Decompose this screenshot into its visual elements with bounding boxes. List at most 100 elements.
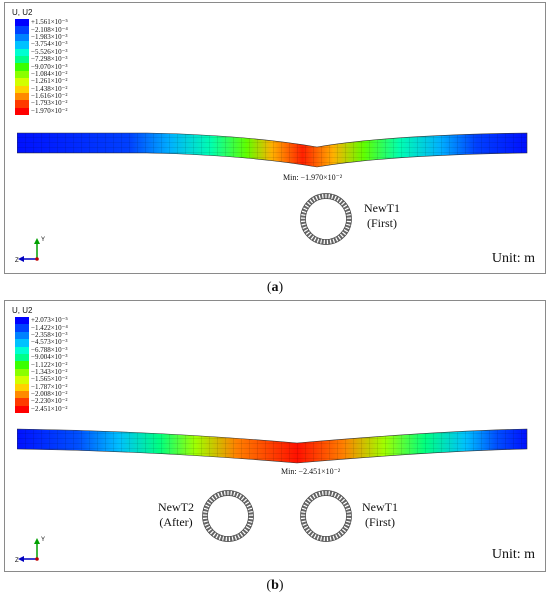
caption-a: (a) <box>266 280 284 295</box>
legend-value: −1.616×10⁻² <box>31 92 68 101</box>
legend-title: U, U2 <box>12 8 33 17</box>
pipe-note: (First) <box>367 216 397 230</box>
min-value-label: Min: −2.451×10⁻² <box>281 467 341 476</box>
legend-swatch <box>15 26 29 34</box>
legend-swatch <box>15 55 29 64</box>
pipe-name: NewT2 <box>158 500 194 514</box>
pipe-label-newt1: NewT1 (First) <box>355 500 405 530</box>
triad-z-label: Z <box>15 258 19 263</box>
contour-panel-a: U, U2 +1.561×10⁻⁵ −2.108×10⁻⁴ −1.983×10⁻³ −… <box>4 2 546 274</box>
tunnel-newt1 <box>300 490 352 542</box>
legend-value: −2.358×10⁻³ <box>31 330 68 339</box>
legend-swatch <box>15 346 29 354</box>
legend-swatch <box>15 353 29 362</box>
legend-swatch <box>15 383 29 391</box>
legend-swatch <box>15 78 29 86</box>
legend-row: −1.565×10⁻² <box>15 375 68 384</box>
legend-value: −9.004×10⁻³ <box>31 353 68 362</box>
legend-row: −2.108×10⁻⁴ <box>15 25 68 34</box>
legend-row: −1.983×10⁻³ <box>15 32 68 42</box>
legend-swatch <box>15 92 29 101</box>
legend-row: −1.438×10⁻² <box>15 84 68 93</box>
legend-row: −1.616×10⁻² <box>15 92 68 101</box>
pipe-note: (First) <box>365 515 395 529</box>
triad-y-label: Y <box>41 237 45 243</box>
pipe-label-newt2: NewT2 (After) <box>151 500 201 530</box>
legend-title: U, U2 <box>12 306 33 315</box>
legend-value: −4.573×10⁻³ <box>31 338 68 347</box>
legend-swatch <box>15 368 29 377</box>
legend-value: −1.422×10⁻⁴ <box>31 323 68 332</box>
legend-value: −5.526×10⁻³ <box>31 47 68 56</box>
pipe-label-newt1: NewT1 (First) <box>357 201 407 231</box>
color-legend: +2.073×10⁻⁵ −1.422×10⁻⁴ −2.358×10⁻³ −4.573×… <box>15 316 68 414</box>
triad-y-label: Y <box>41 537 45 543</box>
legend-swatch <box>15 361 29 369</box>
legend-swatch <box>15 317 29 325</box>
legend-swatch <box>15 33 29 42</box>
legend-value: −1.793×10⁻² <box>31 99 68 108</box>
legend-row: −2.008×10⁻² <box>15 390 68 399</box>
unit-label: Unit: m <box>491 251 535 266</box>
legend-value: −6.788×10⁻³ <box>31 345 68 354</box>
pipe-note: (After) <box>159 515 193 529</box>
legend-row: −1.422×10⁻⁴ <box>15 323 68 332</box>
caption-letter: b <box>271 578 279 593</box>
legend-swatch <box>15 85 29 93</box>
legend-swatch <box>15 70 29 79</box>
tunnel-newt1 <box>300 193 352 245</box>
triad-z-label: Z <box>15 558 19 563</box>
legend-swatch <box>15 405 29 414</box>
caption-b: (b) <box>266 578 284 593</box>
legend-value: −7.298×10⁻³ <box>31 55 68 64</box>
legend-swatch <box>15 331 29 340</box>
legend-row: +2.073×10⁻⁵ <box>15 316 68 325</box>
caption-letter: a <box>271 280 279 295</box>
axis-triad: Y Z <box>15 537 45 563</box>
legend-swatch <box>15 100 29 108</box>
legend-value: −1.565×10⁻² <box>31 375 68 384</box>
legend-swatch <box>15 107 29 116</box>
legend-swatch <box>15 48 29 56</box>
legend-value: −1.122×10⁻² <box>31 360 68 369</box>
legend-value: −1.261×10⁻² <box>31 77 68 86</box>
contour-panel-b: U, U2 +2.073×10⁻⁵ −1.422×10⁻⁴ −2.358×10⁻³ −… <box>4 300 546 572</box>
legend-swatch <box>15 376 29 384</box>
legend-value: −1.787×10⁻² <box>31 382 68 391</box>
legend-row: −6.788×10⁻³ <box>15 345 68 354</box>
legend-row: −5.526×10⁻³ <box>15 47 68 56</box>
deformed-beam <box>17 428 528 464</box>
legend-swatch <box>15 19 29 27</box>
legend-value: −3.754×10⁻³ <box>31 40 68 49</box>
legend-row: −1.084×10⁻² <box>15 70 68 79</box>
legend-value: +2.073×10⁻⁵ <box>31 316 68 325</box>
legend-swatch <box>15 41 29 49</box>
legend-row: +1.561×10⁻⁵ <box>15 18 68 27</box>
legend-row: −1.343×10⁻² <box>15 367 68 377</box>
legend-value: −2.108×10⁻⁴ <box>31 25 68 34</box>
legend-row: −3.754×10⁻³ <box>15 40 68 49</box>
legend-swatch <box>15 339 29 347</box>
legend-swatch <box>15 63 29 71</box>
legend-row: −9.070×10⁻³ <box>15 63 68 71</box>
legend-value: −1.438×10⁻² <box>31 84 68 93</box>
legend-value: −1.970×10⁻² <box>31 106 68 115</box>
legend-value: −1.983×10⁻³ <box>31 32 68 41</box>
legend-row: −2.358×10⁻³ <box>15 330 68 340</box>
legend-swatch <box>15 390 29 399</box>
legend-value: −2.008×10⁻² <box>31 390 68 399</box>
legend-swatch <box>15 324 29 332</box>
legend-row: −2.230×10⁻² <box>15 398 68 406</box>
legend-row: −4.573×10⁻³ <box>15 338 68 347</box>
legend-value: −1.343×10⁻² <box>31 367 68 376</box>
legend-row: −1.122×10⁻² <box>15 360 68 369</box>
legend-row: −1.793×10⁻² <box>15 99 68 108</box>
tunnel-newt2 <box>202 490 254 542</box>
legend-value: −2.451×10⁻² <box>31 404 68 413</box>
legend-value: +1.561×10⁻⁵ <box>31 18 68 27</box>
pipe-name: NewT1 <box>362 500 398 514</box>
legend-row: −9.004×10⁻³ <box>15 353 68 362</box>
deformed-beam <box>17 132 528 168</box>
axis-triad: Y Z <box>15 237 45 263</box>
legend-row: −1.261×10⁻² <box>15 77 68 86</box>
